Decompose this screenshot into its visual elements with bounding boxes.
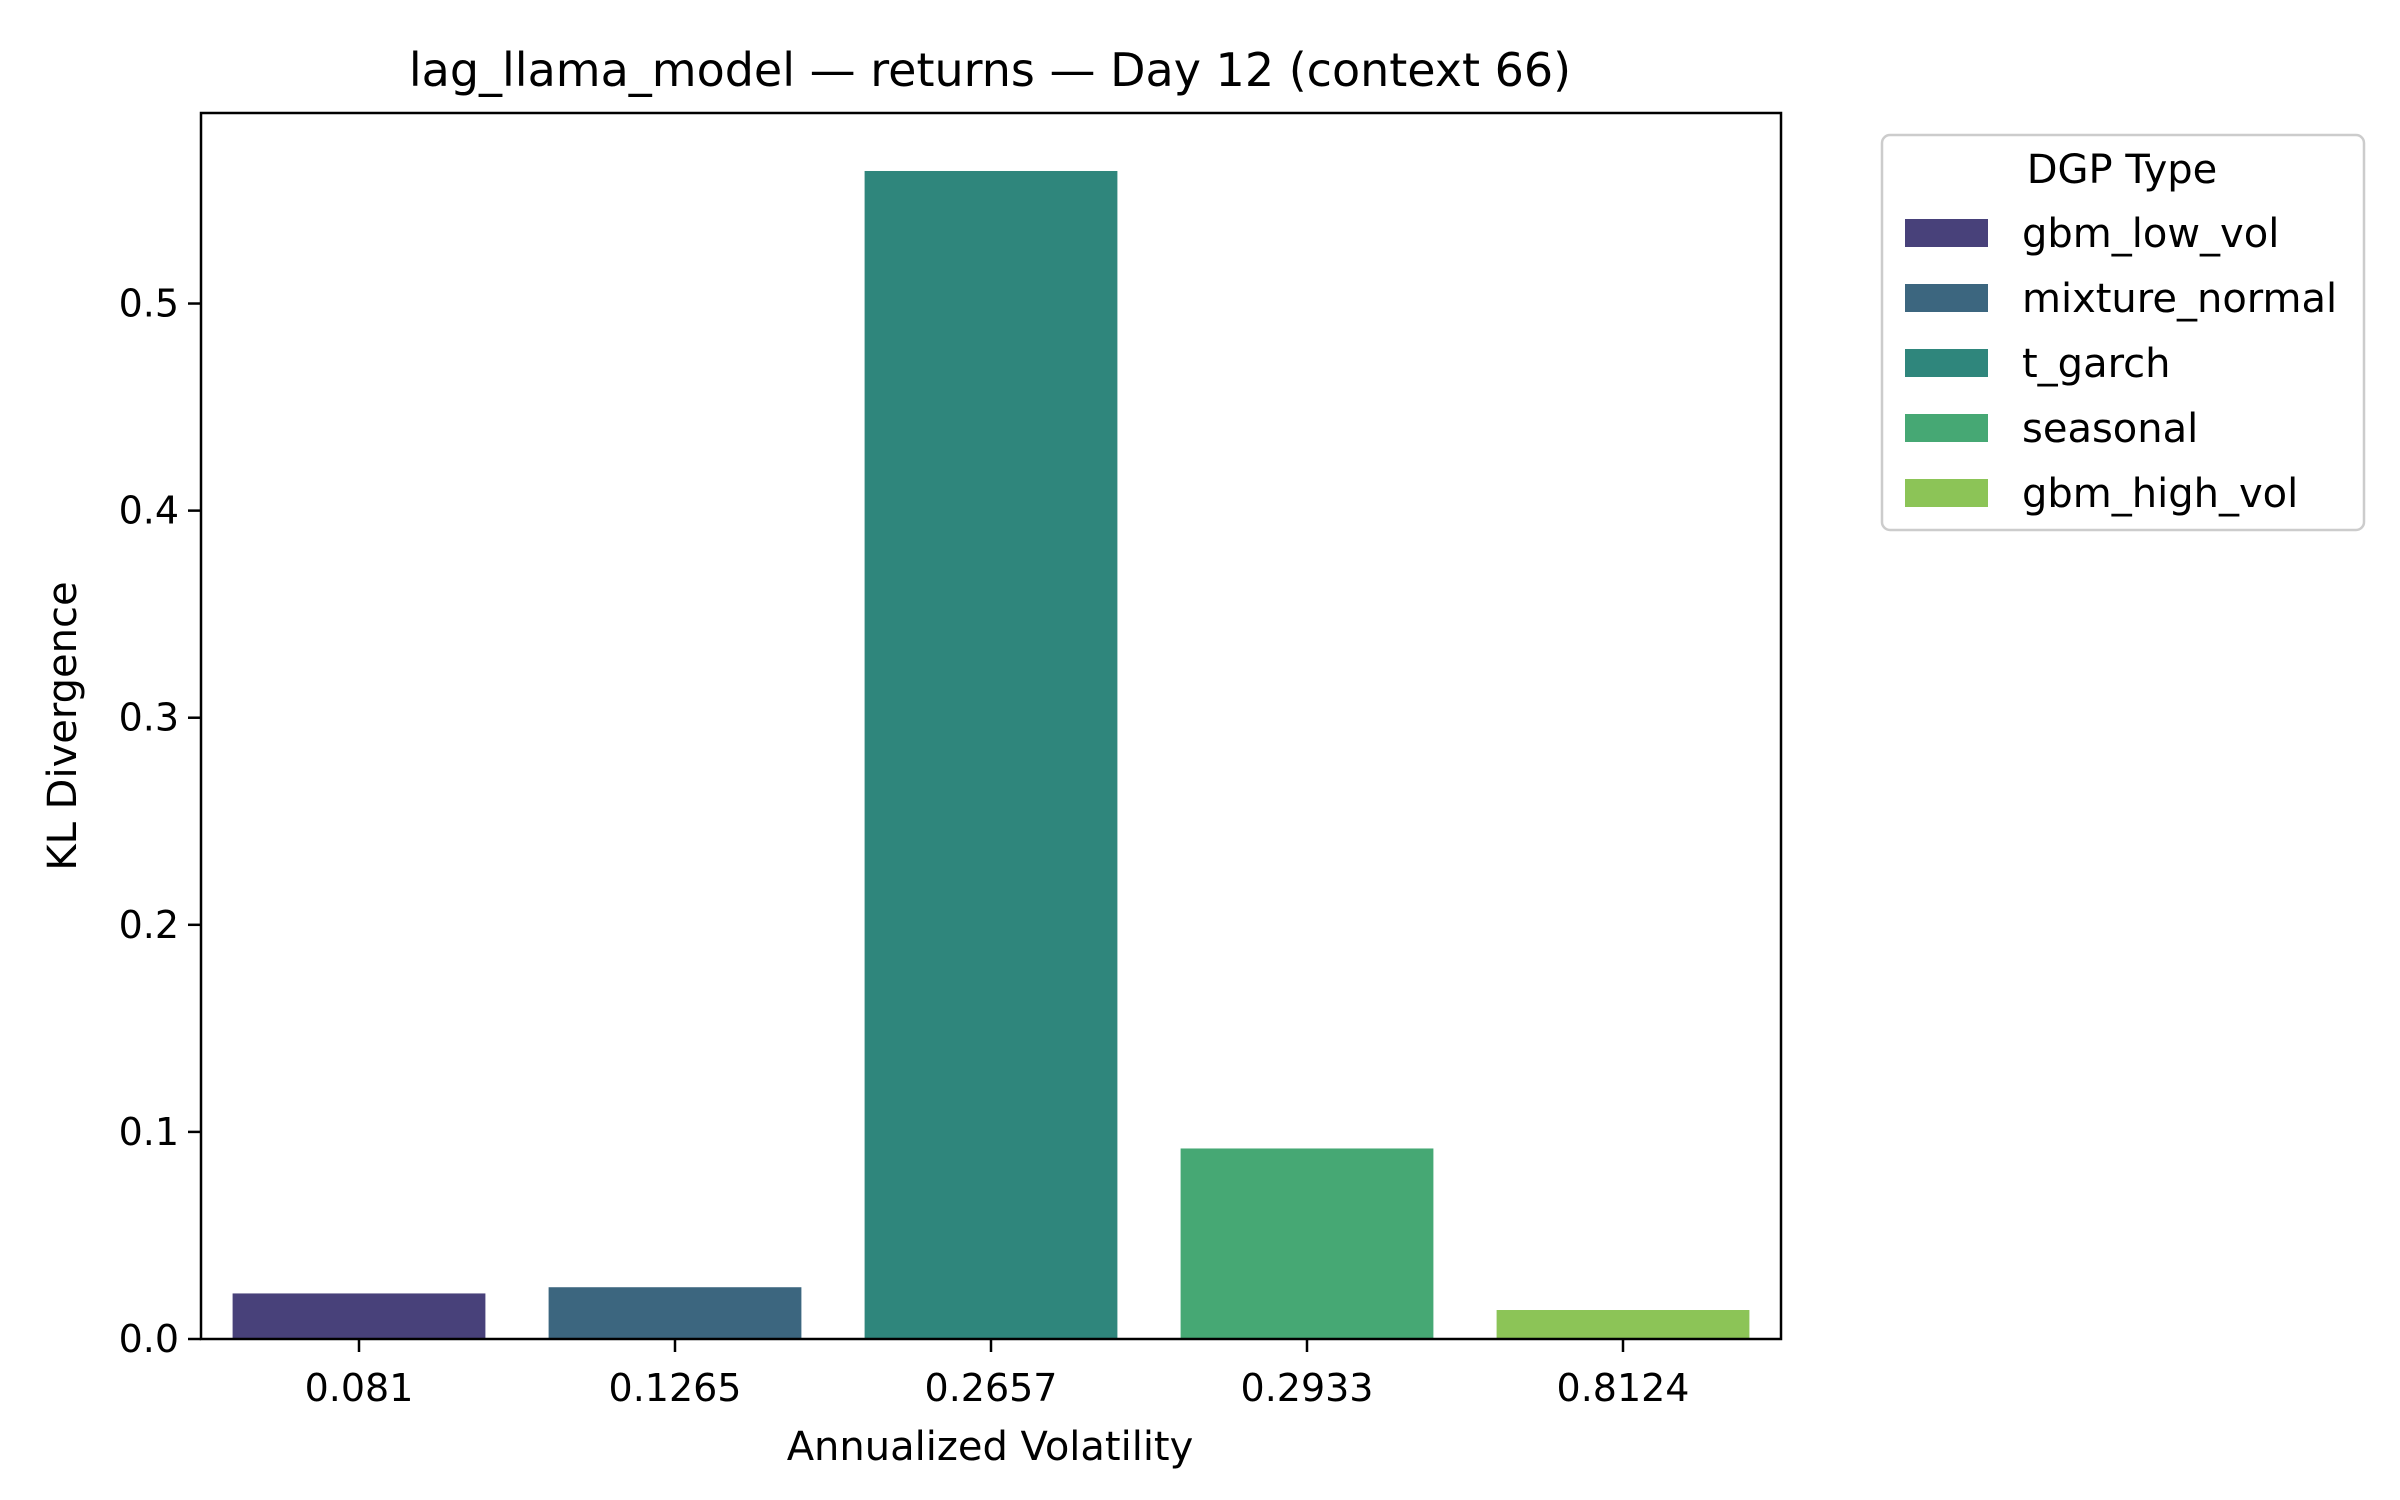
- bar-mixture_normal: [548, 1287, 802, 1339]
- legend-label-seasonal: seasonal: [2022, 406, 2198, 452]
- y-tick-label: 0.4: [119, 489, 179, 533]
- x-tick-label: 0.1265: [609, 1366, 742, 1410]
- y-tick-label: 0.3: [119, 696, 179, 740]
- y-tick-label: 0.5: [119, 282, 179, 326]
- bar-t_garch: [864, 170, 1118, 1340]
- x-axis-title: Annualized Volatility: [787, 1424, 1194, 1470]
- legend-entries: gbm_low_vol mixture_normal t_garch seasonal…: [1905, 211, 2337, 517]
- legend: DGP Type gbm_low_vol mixture_normal t_garc…: [1880, 133, 2366, 532]
- legend-swatch-gbm_high_vol: [1905, 479, 1988, 507]
- legend-label-gbm_low_vol: gbm_low_vol: [2022, 211, 2279, 257]
- legend-label-t_garch: t_garch: [2022, 341, 2171, 387]
- chart-title: lag_llama_model — returns — Day 12 (cont…: [409, 43, 1571, 97]
- y-tick-label: 0.2: [119, 903, 179, 947]
- legend-swatch-gbm_low_vol: [1905, 219, 1988, 247]
- legend-swatch-seasonal: [1905, 414, 1988, 442]
- legend-label-gbm_high_vol: gbm_high_vol: [2022, 471, 2298, 517]
- x-tick-label: 0.081: [305, 1366, 414, 1410]
- legend-frame: [1880, 133, 2366, 532]
- x-axis: 0.081 0.1265 0.2657 0.2933 0.8124: [305, 1339, 1690, 1410]
- x-tick-label: 0.2657: [925, 1366, 1058, 1410]
- y-tick-label: 0.0: [119, 1317, 179, 1361]
- x-tick-label: 0.8124: [1557, 1366, 1690, 1410]
- y-axis: 0.0 0.1 0.2 0.3 0.4 0.5: [119, 282, 201, 1361]
- legend-title: DGP Type: [2027, 147, 2218, 193]
- legend-swatch-t_garch: [1905, 349, 1988, 377]
- bar-seasonal: [1180, 1148, 1434, 1339]
- legend-swatch-mixture_normal: [1905, 284, 1988, 312]
- y-axis-title: KL Divergence: [40, 581, 86, 870]
- y-tick-label: 0.1: [119, 1110, 179, 1154]
- bar-gbm_low_vol: [232, 1293, 486, 1339]
- x-tick-label: 0.2933: [1241, 1366, 1374, 1410]
- legend-label-mixture_normal: mixture_normal: [2022, 276, 2337, 322]
- plot-area: [232, 170, 1750, 1340]
- bar-gbm_high_vol: [1496, 1310, 1750, 1339]
